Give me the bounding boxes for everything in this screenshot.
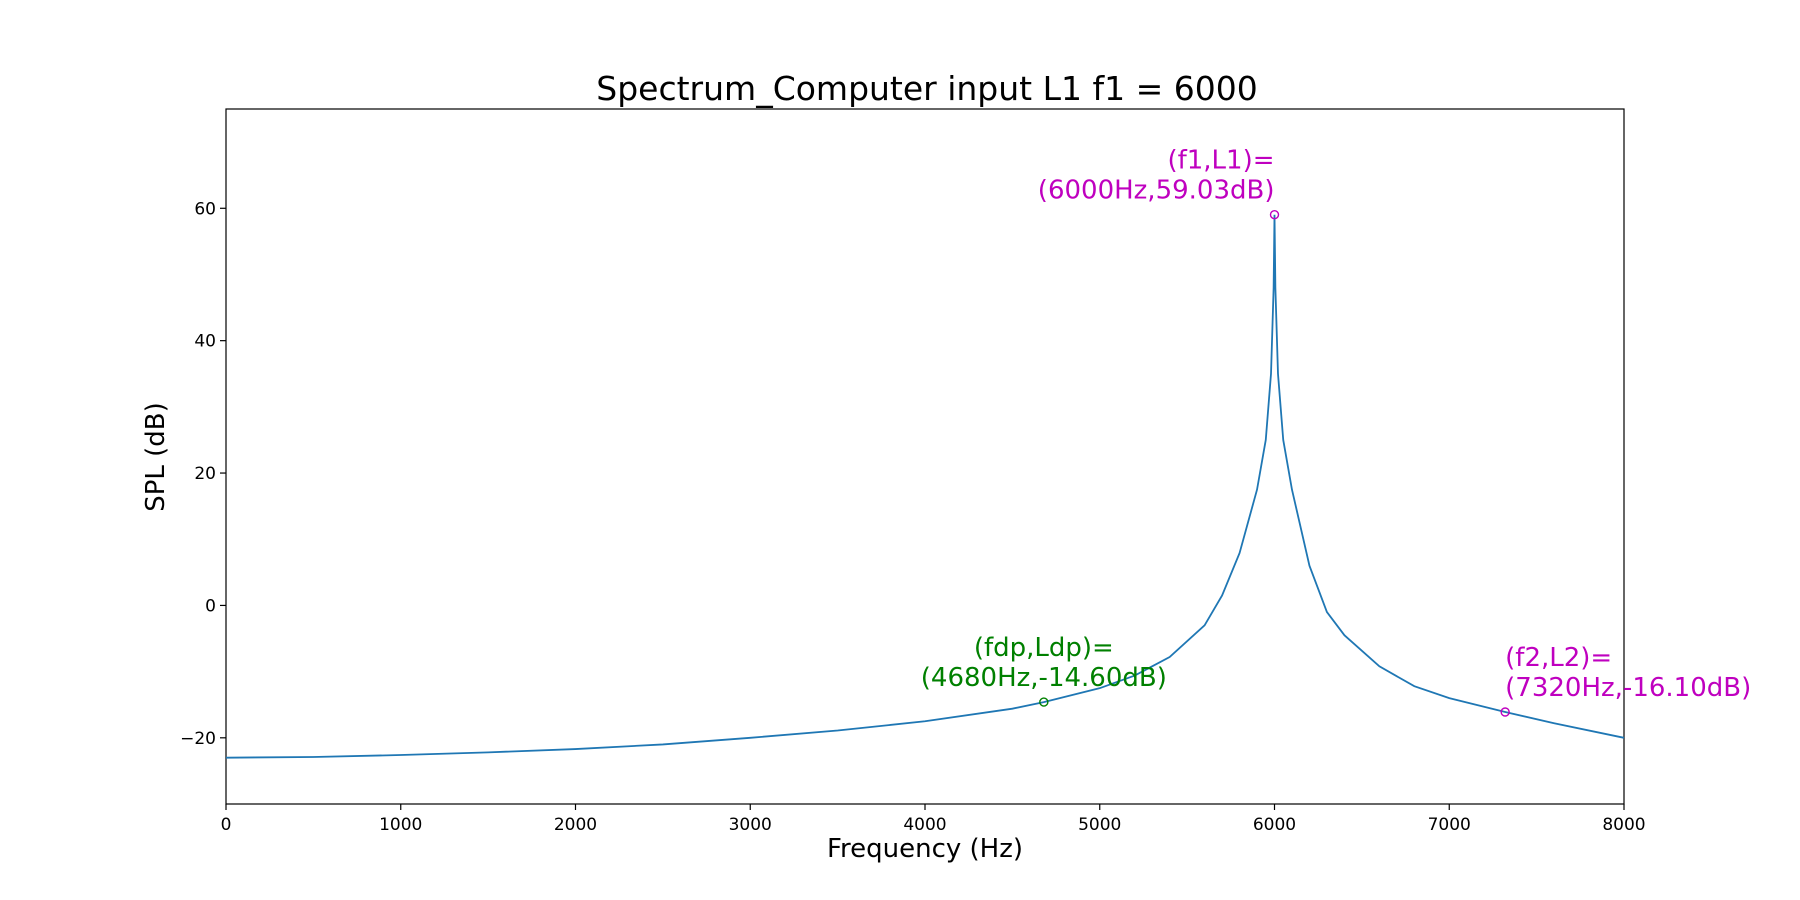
annotation-label: (7320Hz,-16.10dB) xyxy=(1505,673,1751,703)
x-tick-label: 4000 xyxy=(903,815,946,835)
y-axis-label: SPL (dB) xyxy=(141,402,171,512)
chart-title: Spectrum_Computer input L1 f1 = 6000 xyxy=(596,69,1257,108)
x-tick-label: 3000 xyxy=(729,815,772,835)
x-tick-label: 8000 xyxy=(1602,815,1645,835)
annotation-label: (f2,L2)= xyxy=(1505,643,1612,673)
y-tick-label: 0 xyxy=(205,596,216,616)
spectrum-series-line xyxy=(225,214,1625,759)
x-tick-label: 1000 xyxy=(379,815,422,835)
x-tick-label: 5000 xyxy=(1078,815,1121,835)
plot-area xyxy=(225,108,1625,805)
y-tick-label: −20 xyxy=(180,729,216,749)
y-axis-ticks: −20 0 20 40 60 xyxy=(180,199,226,749)
x-tick-label: 6000 xyxy=(1253,815,1296,835)
x-tick-label: 0 xyxy=(221,815,232,835)
annotation-marker xyxy=(1500,707,1510,717)
annotation-marker xyxy=(1269,210,1280,220)
x-axis-ticks: 0 1000 2000 3000 4000 5000 6000 7000 8000 xyxy=(221,804,1646,835)
y-tick-label: 20 xyxy=(194,464,216,484)
annotation-label: (fdp,Ldp)= xyxy=(974,633,1114,663)
annotation-marker xyxy=(1039,697,1049,707)
y-tick-label: 40 xyxy=(194,332,216,352)
x-axis-label: Frequency (Hz) xyxy=(827,834,1023,864)
annotation-label: (4680Hz,-14.60dB) xyxy=(921,663,1167,693)
plot-frame xyxy=(225,108,1625,805)
peak-annotations: (f1,L1)=(6000Hz,59.03dB) (fdp,Ldp)=(4680H… xyxy=(921,146,1751,717)
x-tick-label: 2000 xyxy=(554,815,597,835)
x-tick-label: 7000 xyxy=(1428,815,1471,835)
annotation-label: (6000Hz,59.03dB) xyxy=(1038,176,1275,206)
annotation-label: (f1,L1)= xyxy=(1167,146,1274,176)
y-tick-label: 60 xyxy=(194,199,216,219)
